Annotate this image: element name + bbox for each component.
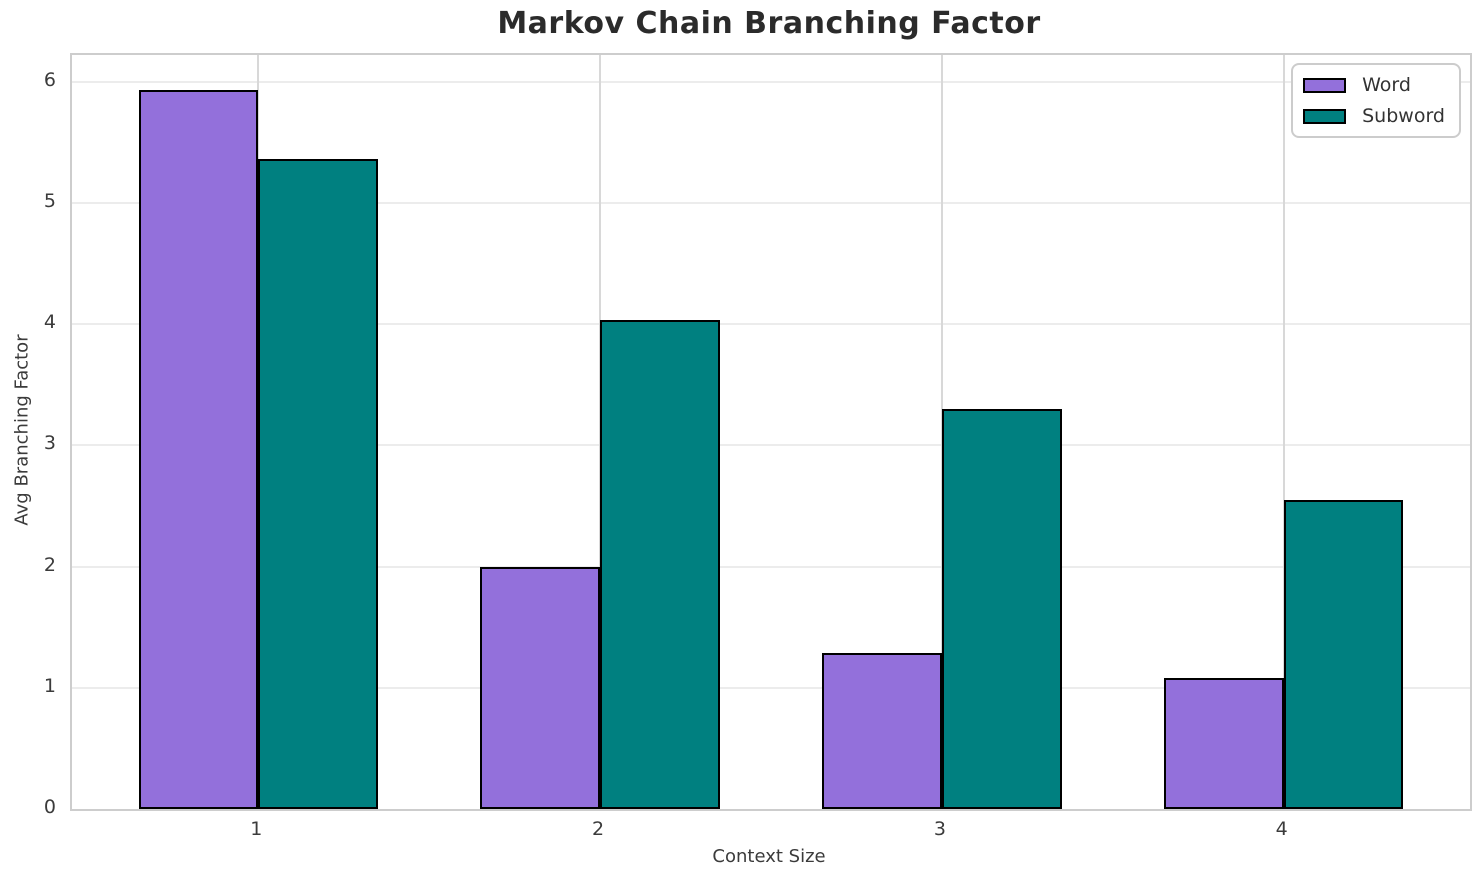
y-tick-label: 3: [43, 432, 56, 455]
y-tick-label: 2: [43, 553, 56, 576]
bar-word-4: [1164, 678, 1284, 809]
legend-item-subword: Subword: [1303, 105, 1445, 127]
chart-title: Markov Chain Branching Factor: [497, 6, 1041, 41]
bar-subword-2: [600, 320, 720, 809]
h-gridline: [72, 686, 1470, 689]
x-axis-label: Context Size: [712, 846, 826, 867]
bar-subword-1: [258, 159, 378, 809]
h-gridline: [72, 444, 1470, 447]
x-tick-label: 1: [250, 818, 263, 840]
x-tick-label: 4: [1275, 818, 1288, 840]
legend-item-word: Word: [1303, 74, 1445, 96]
legend-label: Word: [1362, 74, 1411, 96]
h-gridline: [72, 201, 1470, 204]
y-tick-label: 6: [43, 68, 56, 91]
x-tick-label: 3: [933, 818, 946, 840]
y-tick-label: 1: [43, 674, 56, 697]
y-tick-label: 0: [43, 796, 56, 818]
v-gridline: [1282, 55, 1285, 809]
plot-area: Word Subword: [70, 53, 1472, 811]
bar-word-2: [480, 566, 601, 809]
x-tick-label: 2: [592, 818, 605, 840]
legend: Word Subword: [1291, 63, 1461, 138]
h-gridline: [72, 565, 1470, 568]
bar-word-3: [822, 652, 942, 809]
h-gridline: [72, 80, 1470, 83]
bar-word-1: [138, 90, 259, 809]
h-gridline: [72, 323, 1470, 326]
y-tick-label: 4: [43, 311, 56, 334]
legend-swatch-word: [1303, 77, 1347, 93]
bar-subword-3: [941, 408, 1062, 809]
y-tick-label: 5: [43, 189, 56, 212]
legend-label: Subword: [1362, 105, 1445, 127]
bar-subword-4: [1283, 499, 1404, 809]
legend-swatch-subword: [1303, 108, 1347, 124]
y-axis-label: Avg Branching Factor: [11, 334, 33, 526]
